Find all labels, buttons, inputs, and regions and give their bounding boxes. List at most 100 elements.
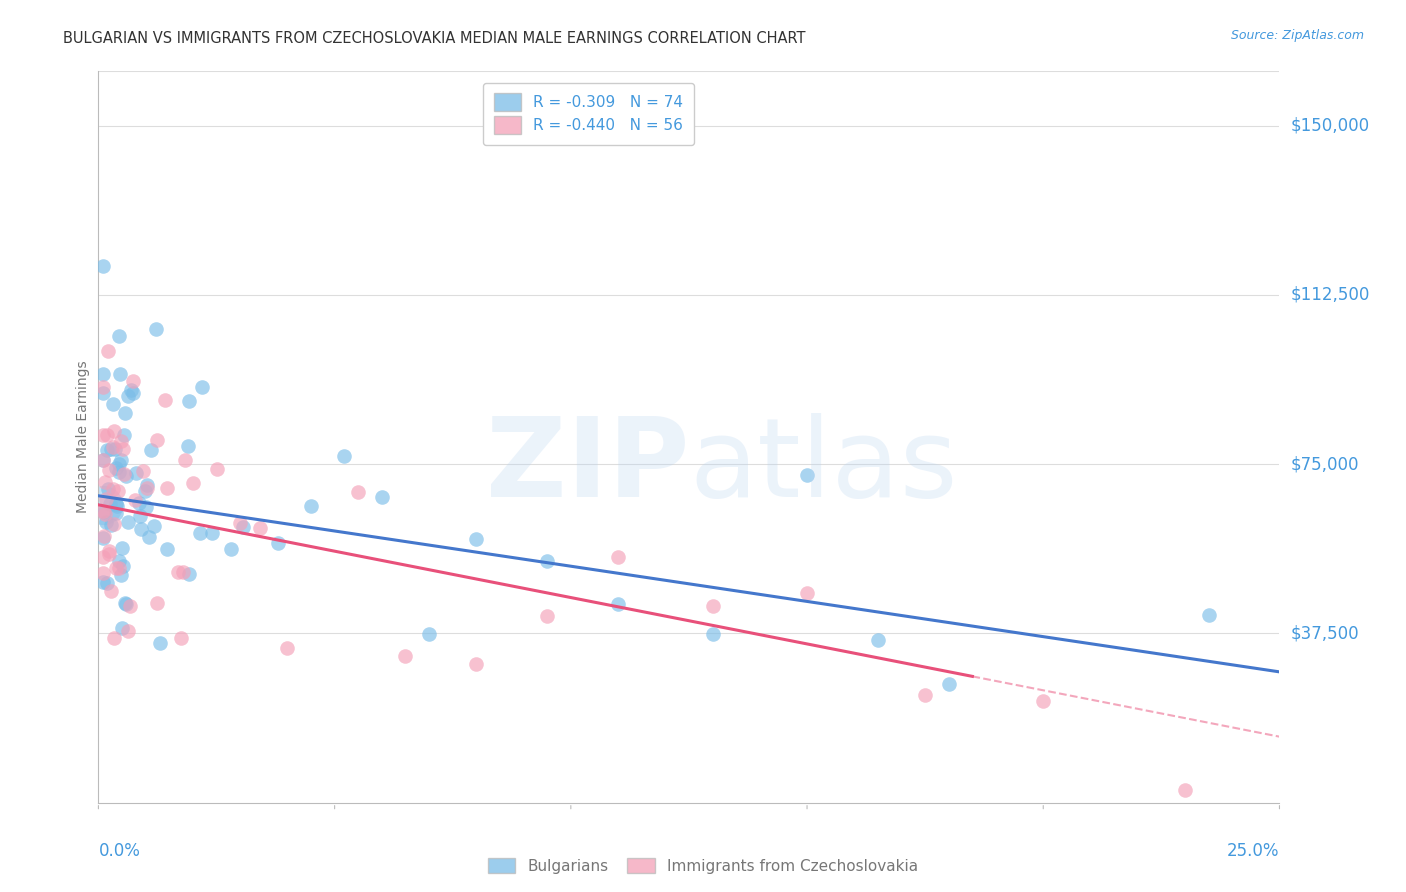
Point	[394, 649, 416, 664]
Point	[536, 554, 558, 568]
Point	[96, 427, 118, 442]
Point	[177, 439, 200, 453]
Text: $75,000: $75,000	[1291, 455, 1360, 473]
Point	[1032, 694, 1054, 708]
Point	[136, 481, 159, 495]
Point	[103, 517, 125, 532]
Point	[134, 484, 156, 499]
Point	[91, 498, 114, 512]
Point	[107, 457, 129, 471]
Point	[702, 599, 724, 614]
Point	[125, 466, 148, 480]
Text: $112,500: $112,500	[1291, 285, 1369, 304]
Point	[100, 518, 122, 533]
Point	[139, 443, 162, 458]
Point	[97, 344, 120, 359]
Point	[103, 441, 125, 455]
Point	[107, 484, 129, 499]
Point	[173, 452, 195, 467]
Text: $37,500: $37,500	[1291, 624, 1360, 642]
Point	[914, 688, 936, 702]
Text: ZIP: ZIP	[485, 413, 689, 520]
Point	[167, 565, 190, 579]
Point	[138, 531, 160, 545]
Point	[91, 574, 114, 589]
Point	[156, 541, 179, 556]
Point	[104, 442, 127, 457]
Point	[465, 532, 488, 546]
Point	[702, 627, 724, 641]
Point	[122, 374, 145, 388]
Point	[94, 491, 117, 506]
Point	[115, 597, 138, 611]
Point	[136, 477, 159, 491]
Point	[201, 526, 224, 541]
Point	[179, 566, 201, 581]
Point	[120, 383, 142, 397]
Point	[101, 397, 124, 411]
Point	[155, 481, 177, 495]
Point	[91, 259, 114, 273]
Point	[117, 516, 139, 530]
Point	[188, 525, 211, 540]
Point	[91, 550, 114, 565]
Point	[91, 386, 114, 401]
Point	[276, 641, 298, 656]
Point	[177, 393, 200, 408]
Point	[112, 428, 135, 442]
Point	[115, 469, 138, 483]
Point	[371, 490, 394, 504]
Point	[91, 380, 114, 394]
Point	[104, 497, 127, 511]
Point	[94, 475, 117, 489]
Point	[98, 463, 121, 477]
Point	[145, 322, 167, 336]
Point	[111, 442, 134, 456]
Point	[108, 554, 131, 568]
Point	[104, 506, 127, 520]
Point	[249, 521, 271, 535]
Point	[107, 328, 129, 343]
Point	[149, 635, 172, 649]
Text: atlas: atlas	[689, 413, 957, 520]
Point	[205, 461, 228, 475]
Point	[607, 549, 630, 564]
Text: Source: ZipAtlas.com: Source: ZipAtlas.com	[1230, 29, 1364, 42]
Legend: Bulgarians, Immigrants from Czechoslovakia: Bulgarians, Immigrants from Czechoslovak…	[482, 852, 924, 880]
Point	[94, 508, 117, 522]
Point	[122, 385, 145, 400]
Point	[796, 585, 818, 599]
Point	[101, 482, 124, 496]
Point	[93, 529, 115, 543]
Point	[98, 547, 121, 561]
Point	[93, 505, 115, 519]
Point	[219, 541, 242, 556]
Point	[796, 468, 818, 483]
Point	[146, 433, 169, 447]
Point	[172, 566, 194, 580]
Point	[131, 465, 153, 479]
Point	[142, 518, 165, 533]
Point	[103, 631, 125, 645]
Point	[181, 476, 204, 491]
Point	[229, 516, 252, 531]
Point	[111, 621, 134, 635]
Point	[110, 452, 132, 467]
Text: $150,000: $150,000	[1291, 117, 1369, 135]
Point	[114, 596, 136, 610]
Point	[124, 492, 146, 507]
Point	[536, 608, 558, 623]
Point	[267, 536, 290, 550]
Point	[135, 500, 157, 514]
Point	[108, 465, 131, 479]
Point	[112, 467, 135, 482]
Point	[107, 560, 129, 574]
Text: BULGARIAN VS IMMIGRANTS FROM CZECHOSLOVAKIA MEDIAN MALE EARNINGS CORRELATION CHA: BULGARIAN VS IMMIGRANTS FROM CZECHOSLOVA…	[63, 31, 806, 46]
Point	[333, 449, 356, 463]
Legend: R = -0.309   N = 74, R = -0.440   N = 56: R = -0.309 N = 74, R = -0.440 N = 56	[484, 83, 695, 145]
Point	[91, 452, 114, 467]
Point	[191, 380, 214, 394]
Point	[866, 633, 889, 648]
Point	[347, 484, 370, 499]
Point	[110, 568, 132, 582]
